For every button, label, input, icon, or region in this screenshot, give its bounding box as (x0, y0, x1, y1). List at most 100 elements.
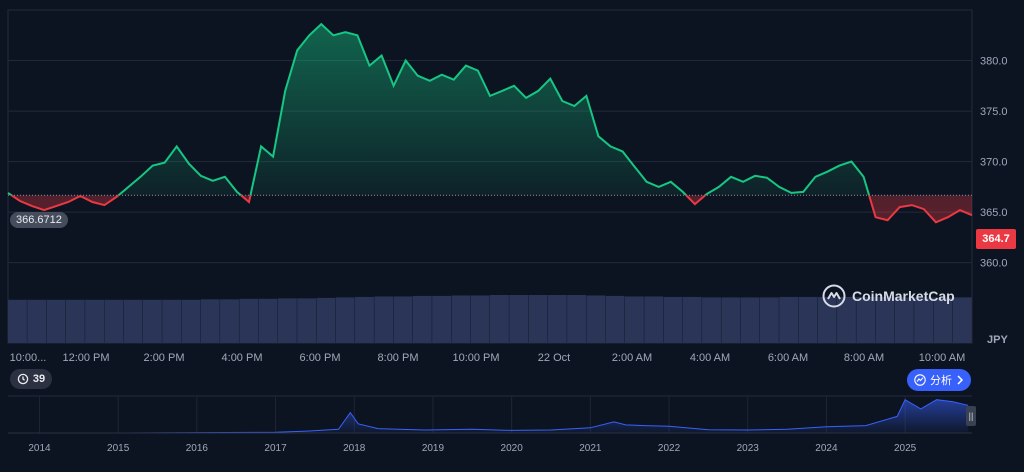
volume-bar (316, 297, 336, 343)
x-tick-label: 6:00 AM (768, 352, 808, 364)
coinmarketcap-logo-icon (822, 284, 846, 308)
volume-bar (181, 299, 201, 343)
navigator-year-label: 2015 (107, 443, 130, 454)
volume-bar (624, 296, 644, 343)
volume-bar (277, 298, 297, 343)
watermark-text: CoinMarketCap (852, 288, 955, 304)
volume-bar (200, 299, 220, 343)
volume-bar (837, 296, 856, 343)
navigator-year-label: 2024 (815, 443, 838, 454)
price-series (7, 22, 973, 224)
navigator-area (8, 399, 969, 433)
volume-bar (162, 299, 182, 343)
volume-bar (220, 299, 239, 343)
x-axis: 10:00... 12:00 PM 2:00 PM 4:00 PM 6:00 PM 8:0… (10, 352, 966, 364)
volume-bar (875, 296, 895, 343)
volume-bar (586, 295, 606, 343)
volume-bar (779, 296, 799, 343)
x-tick-label: 4:00 AM (690, 352, 730, 364)
volume-bar (335, 297, 355, 343)
x-tick-label: 4:00 PM (222, 352, 263, 364)
volume-bar (817, 296, 837, 343)
volume-bar (374, 296, 394, 343)
x-tick-label: 8:00 AM (844, 352, 884, 364)
x-tick-label: 10:00... (10, 352, 47, 364)
price-line-up (7, 22, 871, 196)
y-tick-label: 360.0 (980, 258, 1008, 270)
volume-bar (8, 299, 27, 343)
history-button[interactable]: 39 (10, 369, 52, 389)
volume-bar (355, 296, 374, 343)
navigator-year-label: 2019 (422, 443, 445, 454)
volume-bar (682, 296, 702, 343)
volume-bar (412, 295, 432, 343)
x-tick-label: 6:00 PM (300, 352, 341, 364)
price-area-down (8, 195, 972, 223)
volume-bar (856, 296, 876, 343)
volume-bar (123, 299, 143, 343)
x-tick-label: 2:00 AM (612, 352, 652, 364)
volume-bar (490, 295, 509, 343)
analyze-button[interactable]: 分析 (907, 369, 971, 391)
x-tick-label: 10:00 PM (452, 352, 499, 364)
chevron-right-icon (957, 375, 964, 385)
navigator-handle[interactable]: || (966, 406, 976, 426)
navigator-year-label: 2016 (186, 443, 209, 454)
navigator-year-label: 2022 (658, 443, 681, 454)
volume-bar (297, 298, 317, 343)
volume-bar (27, 299, 47, 343)
baseline-label: 366.6712 (10, 212, 68, 228)
volume-bar (933, 297, 953, 343)
analyze-chart-icon (914, 374, 926, 386)
analyze-label: 分析 (930, 375, 952, 387)
navigator-year-label: 2023 (737, 443, 760, 454)
navigator-year-label: 2025 (894, 443, 917, 454)
history-count: 39 (32, 373, 46, 385)
y-tick-label: 375.0 (980, 106, 1008, 118)
volume-bar (605, 295, 625, 343)
navigator-line (8, 398, 969, 434)
y-tick-label: 380.0 (980, 56, 1008, 68)
current-price-label: 364.7 (976, 229, 1016, 249)
volume-bar (567, 295, 586, 343)
volume-bar (258, 298, 278, 343)
volume-bar (104, 299, 124, 343)
price-area-up (8, 24, 870, 196)
x-tick-label: 12:00 PM (62, 352, 109, 364)
volume-bar (740, 297, 760, 343)
volume-bar (663, 296, 683, 343)
history-clock-icon (17, 373, 29, 385)
y-tick-label: 365.0 (980, 207, 1008, 219)
volume-bar (85, 299, 104, 343)
volume-bar (702, 297, 721, 343)
navigator-year-label: 2021 (579, 443, 602, 454)
x-tick-label: 2:00 PM (144, 352, 185, 364)
volume-bars (8, 295, 972, 343)
volume-bar (721, 297, 741, 343)
volume-bar (914, 297, 934, 343)
x-tick-label: 10:00 AM (919, 352, 965, 364)
volume-bar (952, 297, 972, 343)
navigator-year-label: 2017 (264, 443, 287, 454)
currency-unit: JPY (987, 334, 1008, 346)
volume-bar (509, 295, 529, 343)
volume-bar (239, 298, 259, 343)
volume-bar (65, 299, 85, 343)
volume-bar (451, 295, 471, 343)
x-tick-label: 22 Oct (538, 352, 570, 364)
y-axis: 360.0 365.0 370.0 375.0 380.0 (980, 56, 1008, 270)
volume-bar (432, 295, 452, 343)
volume-bar (142, 299, 162, 343)
x-tick-label: 8:00 PM (378, 352, 419, 364)
volume-bar (894, 297, 914, 343)
navigator-year-label: 2014 (28, 443, 51, 454)
navigator[interactable]: 2014 2015 2016 2017 2018 2019 2020 2021 2022 2023… (8, 395, 972, 454)
volume-bar (547, 295, 567, 343)
volume-bar (644, 296, 664, 343)
volume-bar (798, 296, 818, 343)
y-tick-label: 370.0 (980, 157, 1008, 169)
navigator-year-label: 2018 (343, 443, 366, 454)
navigator-year-label: 2020 (501, 443, 524, 454)
